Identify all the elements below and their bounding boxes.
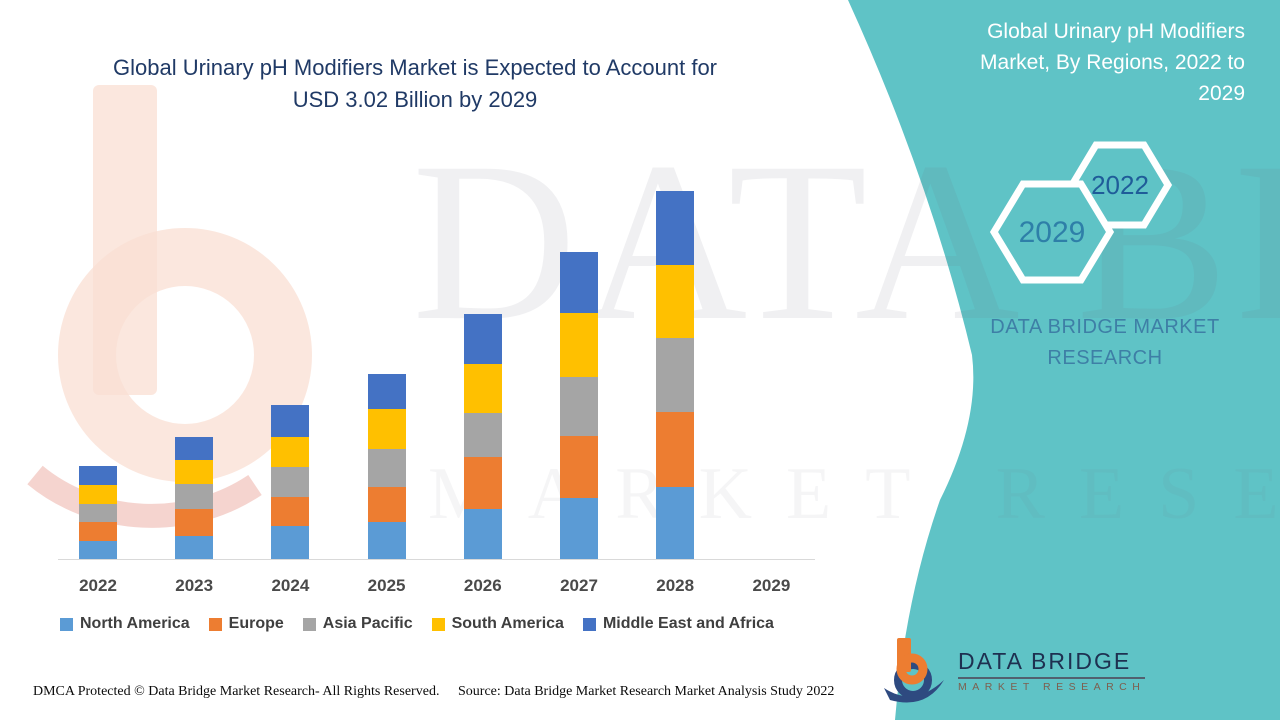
data-bridge-logo-icon: [884, 638, 944, 703]
bar-segment-2024-south-america: [271, 437, 310, 468]
legend-item-south-america: South America: [431, 615, 564, 633]
legend-item-europe: Europe: [208, 615, 284, 633]
x-axis-line: [58, 559, 815, 560]
logo-title: DATA BRIDGE: [958, 648, 1146, 679]
bar-segment-2025-north-america: [367, 522, 406, 559]
bar-segment-2024-europe: [271, 496, 310, 527]
bar-segment-2028-south-america: [656, 264, 695, 339]
legend-item-north-america: North America: [60, 615, 190, 633]
hexagon-2029-label: 2029: [1019, 216, 1086, 249]
bar-segment-2026-middle-east-and-africa: [463, 314, 502, 364]
side-panel-title: Global Urinary pH Modifiers Market, By R…: [980, 20, 1245, 105]
legend-label: Asia Pacific: [322, 615, 413, 632]
logo-text-block: DATA BRIDGE MARKET RESEARCH: [958, 648, 1146, 693]
bar-segment-2027-asia-pacific: [560, 376, 598, 436]
stacked-bar-2027: [560, 252, 598, 559]
side-panel-brand-text: DATA BRIDGE MARKET RESEARCH: [990, 316, 1220, 369]
bar-segment-2025-asia-pacific: [367, 448, 406, 487]
bar-segment-2028-north-america: [656, 486, 695, 559]
bar-segment-2024-middle-east-and-africa: [271, 404, 310, 438]
bar-segment-2026-europe: [463, 457, 502, 510]
stacked-bar-2025: [367, 373, 406, 559]
logo-b-watermark: [27, 85, 312, 528]
side-panel-background: [848, 0, 1280, 720]
bar-segment-2023-middle-east-and-africa: [175, 437, 214, 460]
stacked-bar-2024: [271, 404, 310, 559]
legend-label: Europe: [228, 615, 284, 632]
legend-label: North America: [80, 615, 190, 632]
legend-item-middle-east-and-africa: Middle East and Africa: [582, 615, 774, 633]
bar-segment-2022-asia-pacific: [79, 503, 117, 523]
bar-segment-2023-south-america: [175, 460, 214, 485]
bar-segment-2028-middle-east-and-africa: [656, 191, 695, 265]
stacked-bar-2023: [175, 437, 214, 559]
bar-segment-2022-europe: [79, 522, 117, 541]
bar-segment-2022-middle-east-and-africa: [79, 465, 117, 486]
legend-swatch-icon: [302, 617, 316, 631]
bar-segment-2025-south-america: [367, 409, 406, 449]
stacked-bar-2028: [656, 191, 695, 559]
stacked-bar-2022: [79, 465, 117, 559]
source-note: Source: Data Bridge Market Research Mark…: [458, 684, 835, 699]
bar-segment-2026-asia-pacific: [463, 413, 502, 458]
bar-segment-2022-south-america: [79, 485, 117, 504]
bar-segment-2025-middle-east-and-africa: [367, 373, 406, 410]
legend-swatch-icon: [208, 617, 222, 631]
x-tick-label-2025: 2025: [367, 576, 406, 595]
hexagon-year-badges: 2022 2029: [989, 141, 1173, 284]
bar-segment-2027-europe: [560, 435, 598, 499]
x-tick-label-2023: 2023: [175, 576, 214, 595]
hexagon-2029: [989, 180, 1115, 284]
x-tick-label-2029: 2029: [752, 576, 791, 595]
hexagon-2022-label: 2022: [1091, 170, 1149, 200]
legend-item-asia-pacific: Asia Pacific: [302, 615, 413, 633]
bar-segment-2026-south-america: [463, 363, 502, 414]
stacked-bar-2026: [463, 314, 502, 559]
chart-title-line2: USD 3.02 Billion by 2029: [292, 87, 538, 112]
bar-segment-2026-north-america: [463, 509, 502, 559]
chart-legend: North America Europe Asia Pacific South Ame…: [60, 615, 774, 633]
legend-label: Middle East and Africa: [602, 615, 774, 632]
dmca-notice: DMCA Protected © Data Bridge Market Rese…: [33, 684, 440, 699]
bar-segment-2028-asia-pacific: [656, 338, 695, 412]
x-tick-label-2028: 2028: [656, 576, 695, 595]
bar-segment-2022-north-america: [79, 540, 117, 559]
bar-segment-2023-north-america: [175, 536, 214, 559]
bar-segment-2028-europe: [656, 411, 695, 487]
bar-segment-2027-middle-east-and-africa: [560, 252, 598, 313]
teal-panel-shape: [848, 0, 1280, 720]
bar-segment-2027-south-america: [560, 312, 598, 377]
legend-swatch-icon: [60, 617, 73, 631]
bar-segment-2024-asia-pacific: [271, 467, 310, 497]
legend-swatch-icon: [431, 617, 445, 631]
bar-segment-2023-asia-pacific: [175, 484, 214, 510]
logo-subtitle: MARKET RESEARCH: [958, 680, 1146, 693]
x-tick-label-2026: 2026: [463, 576, 502, 595]
x-tick-label-2027: 2027: [560, 576, 598, 595]
x-tick-label-2022: 2022: [79, 576, 117, 595]
chart-title-line1: Global Urinary pH Modifiers Market is Ex…: [112, 55, 718, 80]
bar-segment-2025-europe: [367, 486, 406, 523]
bar-segment-2027-north-america: [560, 498, 598, 559]
x-tick-label-2024: 2024: [271, 576, 310, 595]
legend-swatch-icon: [582, 617, 596, 631]
bar-segment-2023-europe: [175, 509, 214, 537]
chart-title: Global Urinary pH Modifiers Market is Ex…: [65, 52, 765, 116]
bar-segment-2024-north-america: [271, 526, 310, 559]
legend-label: South America: [451, 615, 564, 632]
data-bridge-logo: DATA BRIDGE MARKET RESEARCH: [882, 636, 1146, 704]
